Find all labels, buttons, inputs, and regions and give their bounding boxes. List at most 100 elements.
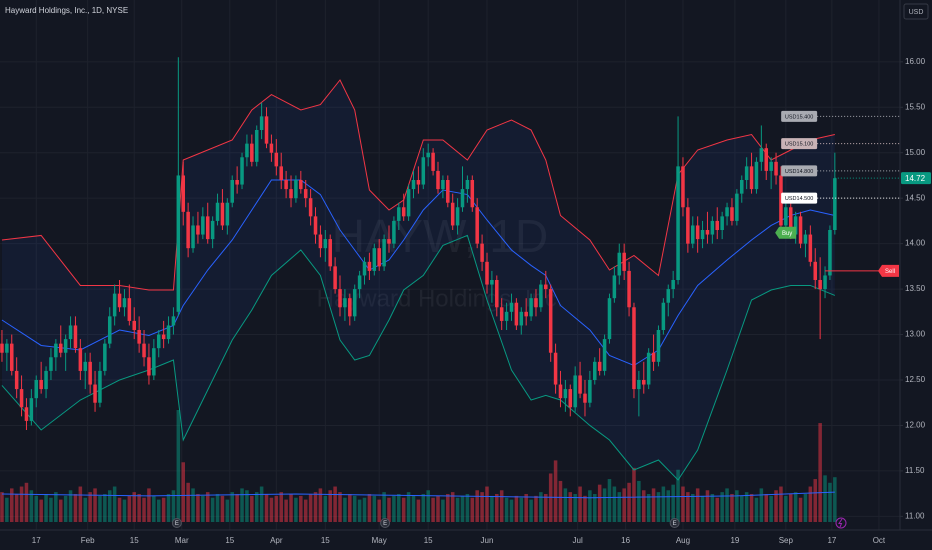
candle-body <box>392 220 396 244</box>
candle-body <box>558 384 563 399</box>
volume-bar <box>798 497 803 522</box>
volume-bar <box>495 494 499 522</box>
volume-bar <box>744 492 749 522</box>
volume-bar <box>289 494 293 522</box>
candle-body <box>455 207 460 226</box>
candle-body <box>269 143 274 153</box>
candle-body <box>441 180 445 190</box>
volume-bar <box>259 486 264 522</box>
volume-bar <box>686 492 690 522</box>
volume-bar <box>617 492 622 522</box>
candle-body <box>397 207 401 221</box>
volume-bar <box>152 495 156 522</box>
candle-body <box>823 275 827 290</box>
volume-bar <box>465 494 470 522</box>
volume-bar <box>739 495 744 522</box>
volume-bar <box>823 475 827 522</box>
x-tick-label: Mar <box>175 536 189 545</box>
volume-bar <box>377 499 381 522</box>
currency[interactable]: USD <box>909 9 924 16</box>
volume-bar <box>759 488 764 522</box>
volume-bar <box>793 492 798 522</box>
candle-body <box>201 216 205 235</box>
candle-body <box>764 148 769 171</box>
volume-bar <box>333 486 337 522</box>
volume-bar <box>544 494 548 522</box>
candle-body <box>813 261 818 280</box>
volume-bar <box>308 494 313 522</box>
alert-icon-bolt[interactable] <box>838 518 843 528</box>
candle-body <box>186 211 190 249</box>
candle-body <box>372 248 377 271</box>
x-tick-label: 16 <box>621 536 630 545</box>
candle-body <box>357 275 362 290</box>
candle-body <box>377 248 381 267</box>
candle-body <box>220 202 225 226</box>
candle-body <box>215 202 220 221</box>
volume-bar <box>299 495 303 522</box>
volume-bar <box>181 462 185 522</box>
candle-body <box>627 270 631 308</box>
candle-body <box>666 289 671 303</box>
x-tick-label: Oct <box>873 536 886 545</box>
volume-bar <box>764 494 769 522</box>
y-tick-label: 13.50 <box>905 284 926 293</box>
candle-body <box>617 252 622 276</box>
candle-body <box>303 189 308 199</box>
volume-bar <box>279 492 283 522</box>
candle-body <box>705 230 710 235</box>
band-lower <box>1 234 836 481</box>
volume-bar <box>171 490 176 522</box>
candle-body <box>465 180 470 190</box>
chart-title: Hayward Holdings, Inc., 1D, NYSE <box>5 6 128 15</box>
candle-body <box>446 180 450 203</box>
candle-body <box>254 130 259 162</box>
axes: 16.00 15.50 15.00 14.50 14.00 13.50 13.00 12.50… <box>32 57 931 545</box>
volume-bar <box>788 494 793 522</box>
volume-bar <box>122 499 127 522</box>
candle-body <box>700 230 705 240</box>
candle-body <box>661 302 666 330</box>
volume-bar <box>651 488 656 522</box>
x-tick-label: 17 <box>827 536 836 545</box>
candle-body <box>774 161 778 176</box>
candle-body <box>637 380 641 390</box>
volume-bar <box>446 494 450 522</box>
event-label: E <box>175 521 179 527</box>
volume-bar <box>98 495 102 522</box>
candle-body <box>509 302 514 312</box>
volume-bar <box>705 490 710 522</box>
candle-body <box>833 178 837 230</box>
volume-bar <box>107 490 112 522</box>
volume-bar <box>112 486 117 522</box>
candle-body <box>83 361 88 371</box>
volume-bar <box>588 490 592 522</box>
candle-body <box>784 207 788 226</box>
volume-bar <box>813 479 818 522</box>
candle-body <box>63 339 68 353</box>
volume-bar <box>401 497 406 522</box>
volume-bar <box>39 499 43 522</box>
candle-body <box>436 170 440 190</box>
candle-body <box>127 298 132 321</box>
candle-body <box>308 198 313 217</box>
volume-bar <box>519 497 524 522</box>
candle-body <box>607 298 612 340</box>
x-tick-label: 15 <box>225 536 234 545</box>
candle-body <box>808 234 813 262</box>
candle-body <box>656 330 661 362</box>
currency-box[interactable] <box>903 3 929 20</box>
volume-bar <box>700 495 705 522</box>
x-tick-label: Apr <box>270 536 283 545</box>
volume-bar <box>690 494 695 522</box>
candle-body <box>24 407 29 421</box>
candle-body <box>818 280 822 290</box>
alert-icon[interactable] <box>835 517 847 529</box>
volume-ma-line <box>1 491 835 499</box>
candle-body <box>759 148 764 162</box>
candle-body <box>725 207 729 217</box>
volume-bar <box>220 495 225 522</box>
volume-bar <box>485 486 489 522</box>
